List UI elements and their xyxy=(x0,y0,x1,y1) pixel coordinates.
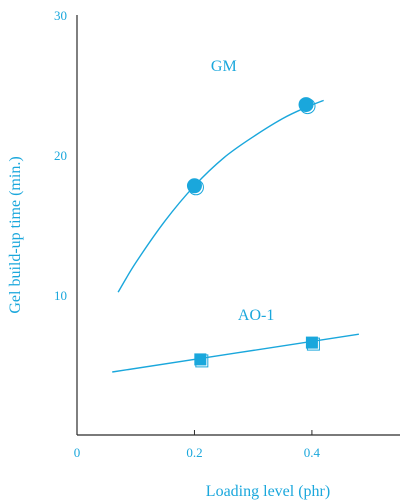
series-label-ao-1: AO-1 xyxy=(238,307,274,324)
tick-labels: 0 0.2 0.4 10 20 30 xyxy=(54,8,321,460)
data-point-ao-1 xyxy=(305,336,318,349)
y-tick-label: 20 xyxy=(54,148,67,163)
x-axis-title: Loading level (phr) xyxy=(206,483,330,500)
x-tick-label: 0.2 xyxy=(186,445,202,460)
fit-line-gm xyxy=(117,99,324,293)
fit-curves xyxy=(112,99,359,373)
x-tick-label: 0 xyxy=(74,445,81,460)
y-axis-title: Gel build-up time (min.) xyxy=(7,156,24,313)
axes xyxy=(76,15,400,436)
series-labels: GM AO-1 xyxy=(211,58,274,324)
data-point-gm xyxy=(298,97,314,113)
data-point-gm xyxy=(186,178,202,194)
fit-line-ao-1 xyxy=(112,333,359,373)
x-tick-label: 0.4 xyxy=(304,445,321,460)
data-point-ao-1 xyxy=(194,353,207,366)
y-tick-label: 30 xyxy=(54,8,67,23)
y-tick-label: 10 xyxy=(54,288,67,303)
data-markers xyxy=(186,97,320,368)
series-label-gm: GM xyxy=(211,58,237,75)
